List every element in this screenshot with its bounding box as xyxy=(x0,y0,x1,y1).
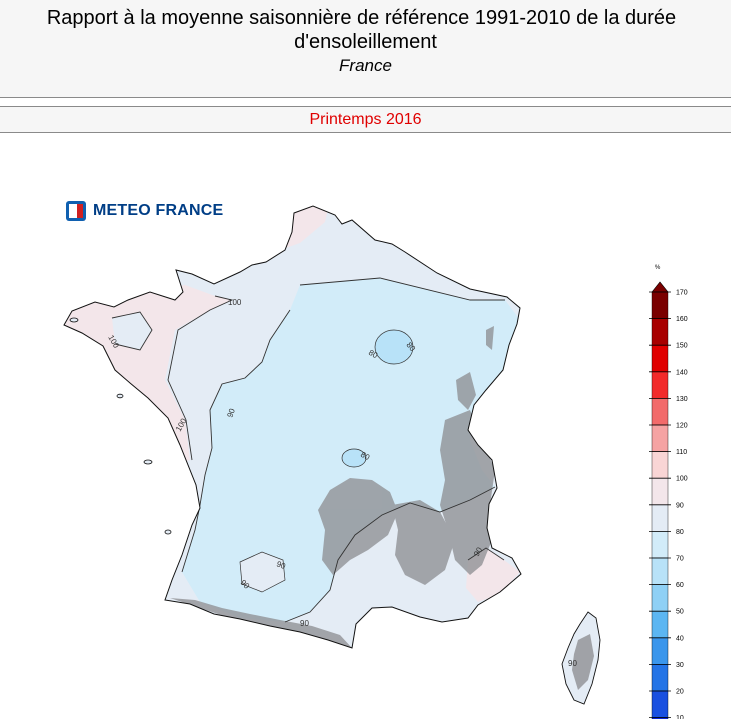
legend-tick-label-30: 30 xyxy=(676,662,684,669)
legend-color-50 xyxy=(651,611,669,639)
legend-tick-label-40: 40 xyxy=(676,635,684,642)
title-line-1: Rapport à la moyenne saisonnière de réfé… xyxy=(46,7,677,29)
legend-color-160 xyxy=(651,318,669,346)
logo-text: METEO FRANCE xyxy=(93,202,224,219)
legend-tick-label-100: 100 xyxy=(676,476,688,483)
atlantic-islands xyxy=(69,317,172,535)
contour-label-90-c: 90 xyxy=(275,559,287,571)
zone-bourgogne-below-80 xyxy=(341,448,367,468)
legend-color-20 xyxy=(651,690,669,718)
legend-color-100 xyxy=(651,477,669,505)
legend-color-40 xyxy=(651,637,669,665)
isolines xyxy=(111,277,505,623)
contour-label-100-a: 100 xyxy=(228,298,242,307)
legend-tick-label-20: 20 xyxy=(676,689,684,696)
legend-tick-label-120: 120 xyxy=(676,423,688,430)
legend-color-80 xyxy=(651,531,669,559)
legend-tick-label-80: 80 xyxy=(676,529,684,536)
meteo-france-logo-icon xyxy=(66,201,86,221)
contour-label-90-d: 90 xyxy=(300,619,309,628)
legend-tick-label-60: 60 xyxy=(676,582,684,589)
meteo-france-logo: METEO FRANCE xyxy=(65,199,223,223)
legend-color-30 xyxy=(651,664,669,692)
legend-arrow-top xyxy=(651,281,669,293)
legend-tick-label-160: 160 xyxy=(676,316,688,323)
corsica xyxy=(561,611,601,705)
legend-scale: 170 160 150 140 130 120 110 100 90 80 70 60 50 40 30 20… xyxy=(649,281,688,724)
sunshine-map: 100 100 100 90 90 80 80 80 90 90 90 90 xyxy=(63,205,601,705)
legend-tick-label-90: 90 xyxy=(676,502,684,509)
zone-champagne-below-80 xyxy=(374,329,414,365)
contour-label-90-a: 90 xyxy=(225,407,237,419)
legend-color-70 xyxy=(651,557,669,585)
color-legend: % 170 160 150 140 130 120 110 100 90 80 70 60 50 40 30… xyxy=(640,262,720,724)
zone-southwest-90-100 xyxy=(239,551,286,593)
zone-west-100-110 xyxy=(64,285,232,470)
legend-tick-label-170: 170 xyxy=(676,290,688,297)
legend-tick-label-150: 150 xyxy=(676,343,688,350)
legend-tick-label-70: 70 xyxy=(676,556,684,563)
title-line-2: d'ensoleillement xyxy=(294,31,437,53)
legend-color-120 xyxy=(651,424,669,452)
legend-tick-label-130: 130 xyxy=(676,396,688,403)
zone-brittany-90-100 xyxy=(112,312,152,350)
contour-label-90-f: 90 xyxy=(568,659,577,668)
legend-unit: % xyxy=(655,265,661,271)
legend-color-60 xyxy=(651,584,669,612)
period-label: Printemps 2016 xyxy=(0,106,731,133)
legend-color-90 xyxy=(651,504,669,532)
relief-shading xyxy=(170,326,495,648)
legend-tick-label-50: 50 xyxy=(676,609,684,616)
legend-color-140 xyxy=(651,371,669,399)
legend-tick-label-10: 10 xyxy=(676,715,684,719)
page-subtitle: France xyxy=(339,56,392,75)
page-title: Rapport à la moyenne saisonnière de réfé… xyxy=(0,0,731,54)
legend-color-130 xyxy=(651,398,669,426)
legend-color-170 xyxy=(651,291,669,319)
header: Rapport à la moyenne saisonnière de réfé… xyxy=(0,0,731,98)
legend-color-110 xyxy=(651,451,669,479)
legend-color-150 xyxy=(651,344,669,372)
legend-color-bars xyxy=(651,281,669,724)
legend-tick-label-110: 110 xyxy=(676,449,687,456)
legend-tick-label-140: 140 xyxy=(676,369,688,376)
